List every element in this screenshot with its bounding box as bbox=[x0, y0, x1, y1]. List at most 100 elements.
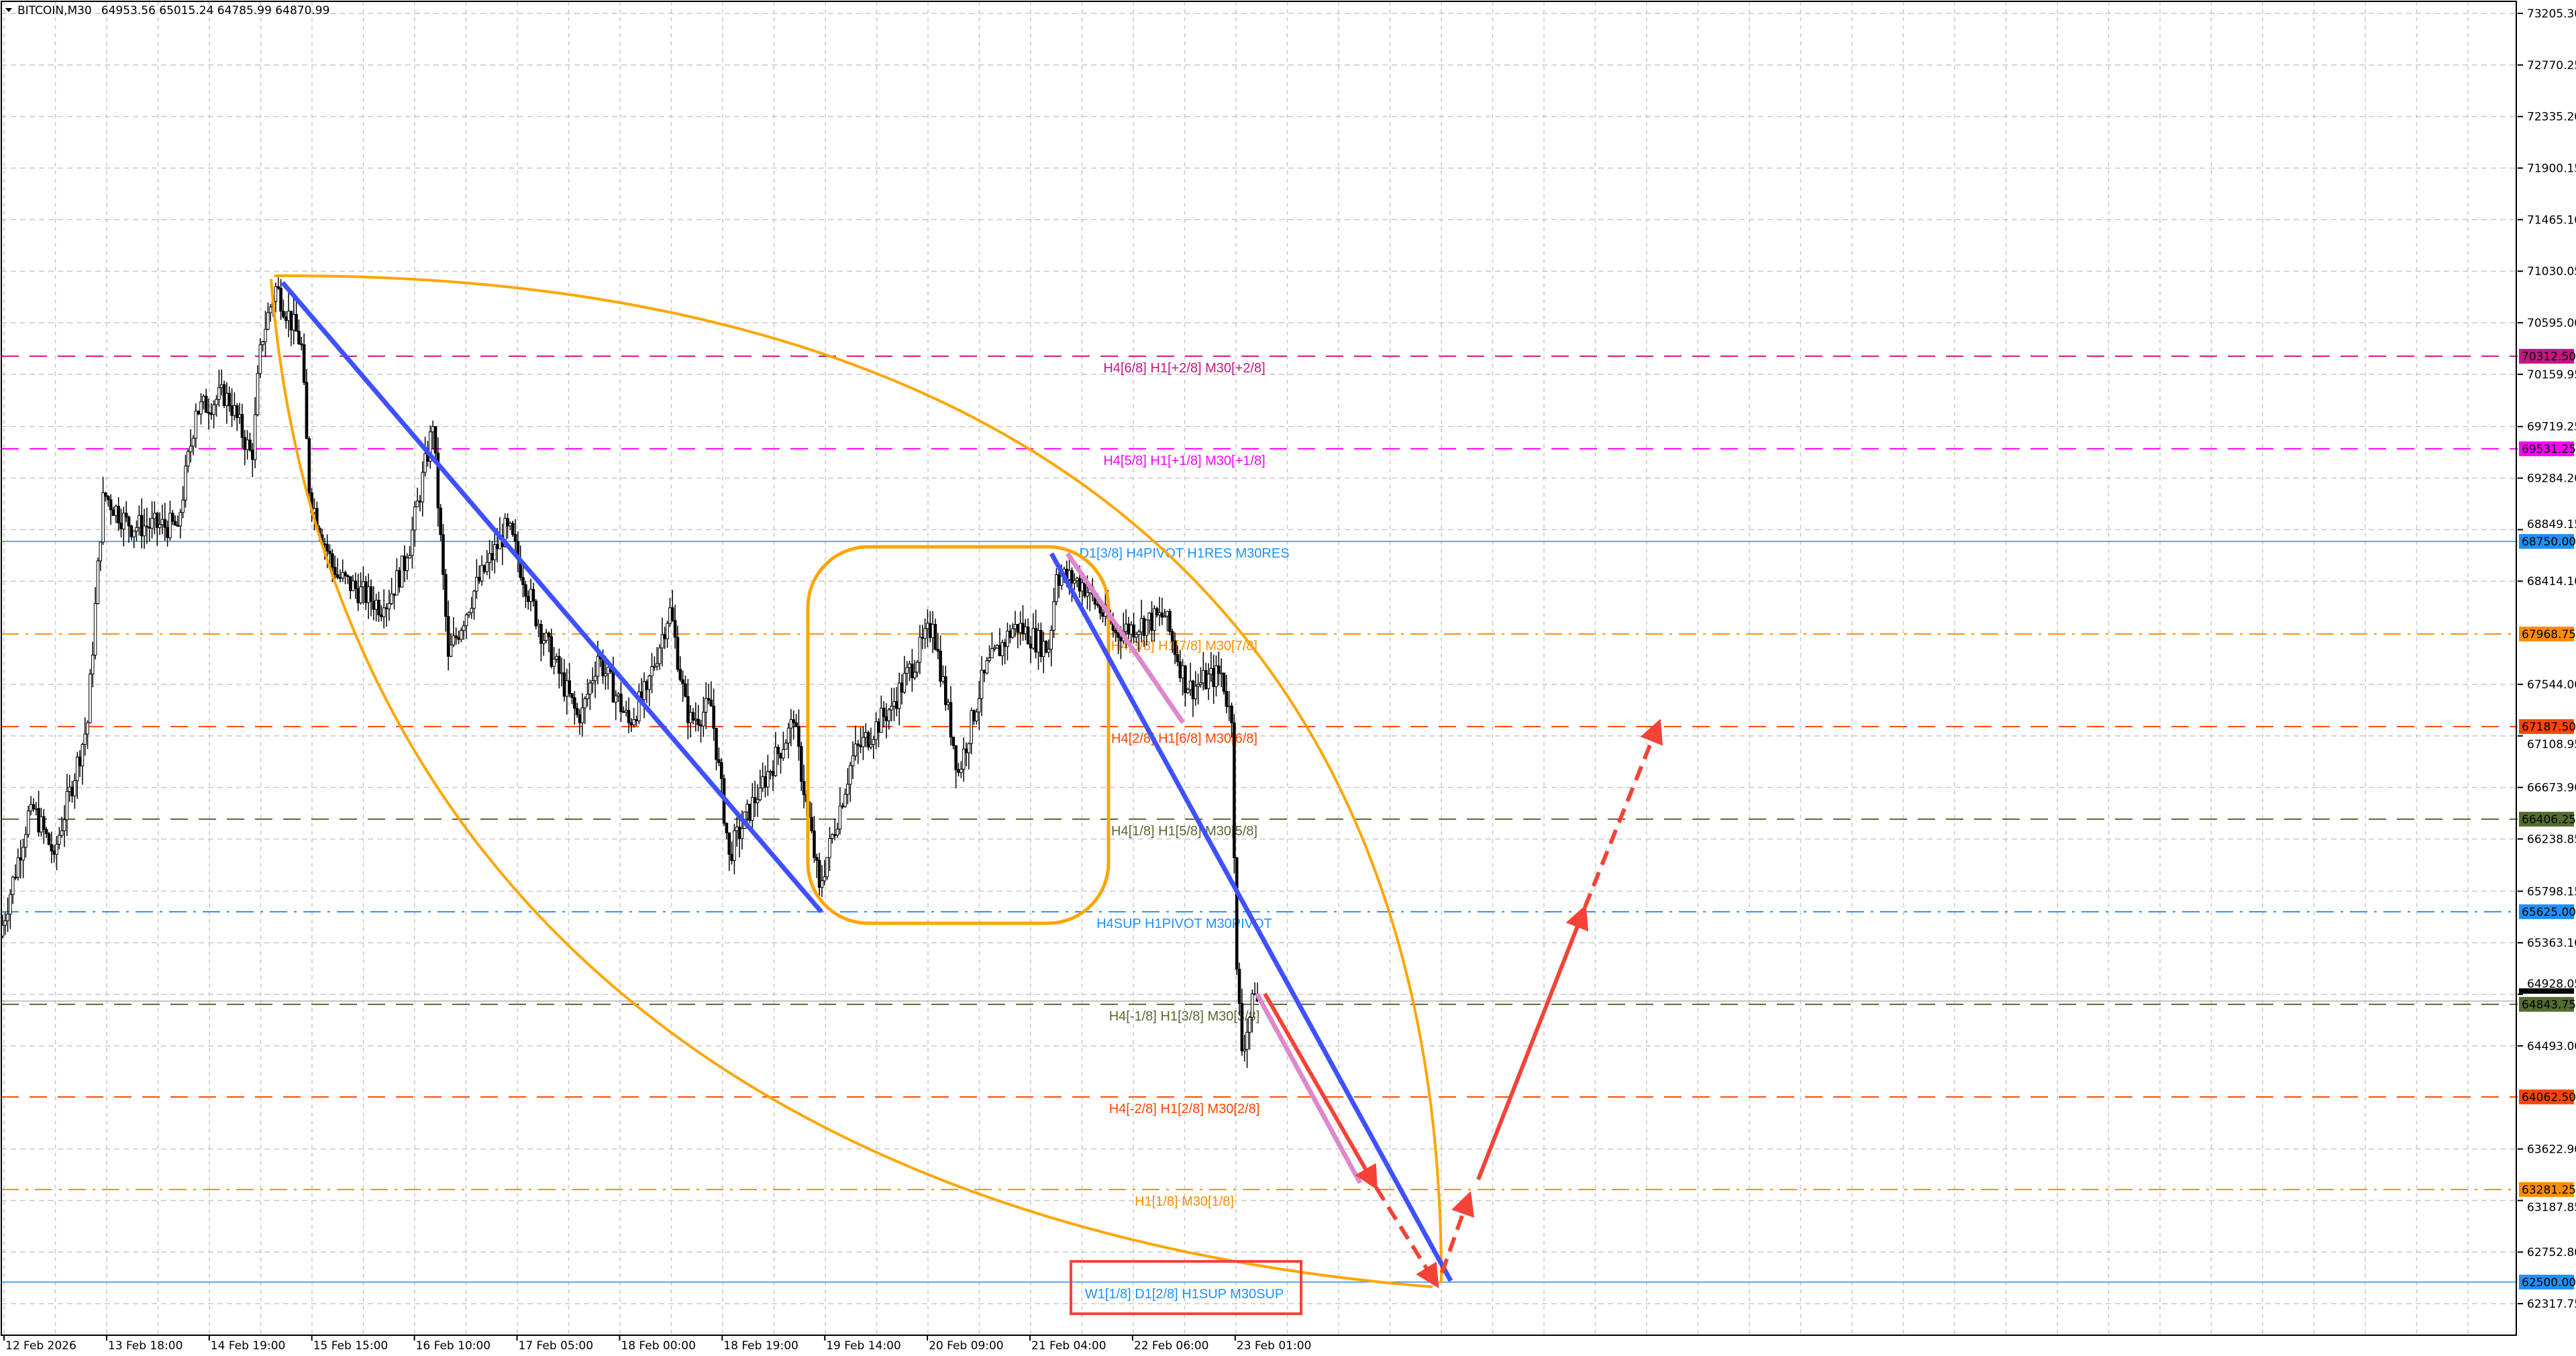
price-tick-label: 62317.75 bbox=[2527, 1298, 2576, 1311]
red-arrow-down-dashed[interactable] bbox=[1374, 1186, 1439, 1289]
price-tick-label: 73205.30 bbox=[2527, 7, 2576, 21]
candle-bull bbox=[341, 572, 345, 579]
blue-trendline-1[interactable] bbox=[280, 280, 823, 914]
candle-bull bbox=[153, 513, 156, 519]
candle-bear bbox=[491, 553, 494, 560]
candle-bull bbox=[544, 633, 548, 641]
triangle-down-icon[interactable] bbox=[5, 8, 12, 12]
candles bbox=[1, 277, 1259, 1068]
candle-bear bbox=[403, 556, 407, 572]
candle-bear bbox=[354, 580, 358, 589]
red-arrow-up-dashed-1[interactable] bbox=[1440, 1191, 1474, 1273]
candle-bull bbox=[1145, 619, 1149, 636]
orange-rounded-box[interactable] bbox=[806, 545, 1111, 925]
candle-bear bbox=[681, 679, 684, 684]
candle-bull bbox=[65, 791, 69, 821]
time-axis[interactable]: 12 Feb 2026 13 Feb 18:00 14 Feb 19:00 15 Fe… bbox=[3, 1335, 1312, 1353]
candle-bear bbox=[1057, 574, 1061, 586]
candle-bear bbox=[356, 588, 360, 604]
candle-bear bbox=[433, 426, 437, 454]
red-arrow-up-solid[interactable] bbox=[1476, 904, 1589, 1181]
candle-bear bbox=[817, 859, 821, 888]
candle-bear bbox=[50, 844, 54, 851]
candle-bear bbox=[307, 438, 311, 493]
candle-bear bbox=[384, 607, 389, 609]
candle-bull bbox=[187, 451, 190, 467]
price-tick-label: 66673.90 bbox=[2527, 782, 2576, 795]
candle-bear bbox=[173, 521, 177, 526]
level-label: H4[2/8] H1[6/8] M30[6/8] bbox=[1111, 731, 1257, 746]
level-price-label: 70312.50 bbox=[2522, 350, 2576, 364]
candle-bear bbox=[176, 525, 180, 527]
candle-bull bbox=[915, 662, 919, 673]
candle-bear bbox=[799, 745, 803, 782]
candle-bull bbox=[194, 411, 198, 439]
candle-bear bbox=[148, 527, 152, 529]
price-tick-label: 72770.25 bbox=[2527, 59, 2576, 72]
candle-bear bbox=[737, 827, 741, 839]
candle-bull bbox=[653, 666, 656, 668]
candle-bull bbox=[897, 682, 901, 709]
candle-bear bbox=[1240, 1003, 1244, 1051]
candle-bear bbox=[1178, 661, 1182, 678]
time-tick-label: 13 Feb 18:00 bbox=[108, 1339, 183, 1353]
candle-bear bbox=[951, 737, 956, 747]
candle-bear bbox=[446, 616, 450, 657]
candle-bull bbox=[1199, 682, 1202, 685]
red-arrow-down-solid[interactable] bbox=[1263, 992, 1378, 1190]
candle-bear bbox=[442, 534, 445, 575]
blue-trendline-2[interactable] bbox=[1049, 552, 1453, 1282]
candle-bull bbox=[1245, 1032, 1249, 1050]
candle-bear bbox=[364, 581, 368, 603]
candle-bear bbox=[251, 450, 254, 460]
price-tick-label: 65798.15 bbox=[2527, 885, 2576, 898]
candle-bull bbox=[784, 743, 788, 750]
candle-bear bbox=[575, 708, 579, 715]
candle-bear bbox=[573, 697, 576, 709]
candle-bull bbox=[449, 644, 453, 657]
candle-bull bbox=[1139, 618, 1143, 633]
candle-bull bbox=[217, 387, 221, 400]
candle-bull bbox=[202, 395, 205, 403]
candle-bear bbox=[295, 314, 298, 332]
candle-bear bbox=[776, 747, 780, 754]
candle-bear bbox=[521, 577, 525, 585]
candle-bull bbox=[593, 676, 597, 682]
candle-bear bbox=[859, 745, 862, 747]
price-axis[interactable]: 73205.30 72770.25 72335.20 71900.15 71465.10… bbox=[2518, 7, 2576, 1311]
candle-bear bbox=[764, 776, 767, 788]
candle-bull bbox=[462, 625, 466, 631]
candle-bull bbox=[617, 693, 620, 696]
candle-bull bbox=[215, 399, 218, 405]
candle-bear bbox=[436, 452, 440, 509]
orange-arc-bottom[interactable] bbox=[270, 278, 1433, 1288]
level-price-badge bbox=[2519, 626, 2574, 641]
candle-bull bbox=[431, 426, 435, 433]
candle-bear bbox=[727, 832, 731, 855]
candle-bear bbox=[344, 572, 347, 576]
price-tick-label: 68414.10 bbox=[2527, 575, 2576, 588]
candle-bear bbox=[155, 513, 159, 528]
pink-channel-line-2[interactable] bbox=[1254, 992, 1363, 1184]
candle-bear bbox=[240, 414, 244, 438]
candle-bear bbox=[227, 393, 231, 407]
candle-bear bbox=[627, 710, 631, 723]
pink-channel-line-1[interactable] bbox=[1066, 552, 1185, 724]
candle-bear bbox=[877, 721, 880, 733]
candle-bull bbox=[975, 711, 978, 722]
candle-bear bbox=[397, 570, 401, 588]
drawings[interactable] bbox=[270, 274, 1663, 1315]
candle-bull bbox=[1037, 630, 1040, 653]
candle-bear bbox=[302, 344, 306, 383]
candle-bear bbox=[717, 759, 721, 764]
red-highlight-box[interactable] bbox=[1070, 1260, 1302, 1315]
red-arrow-up-dashed-2[interactable] bbox=[1583, 719, 1663, 908]
time-tick-label: 23 Feb 01:00 bbox=[1237, 1339, 1312, 1353]
orange-arc-top[interactable] bbox=[274, 274, 1443, 1284]
candle-bear bbox=[753, 797, 757, 804]
candle-bull bbox=[831, 834, 834, 839]
level-price-label: 68750.00 bbox=[2522, 535, 2576, 549]
